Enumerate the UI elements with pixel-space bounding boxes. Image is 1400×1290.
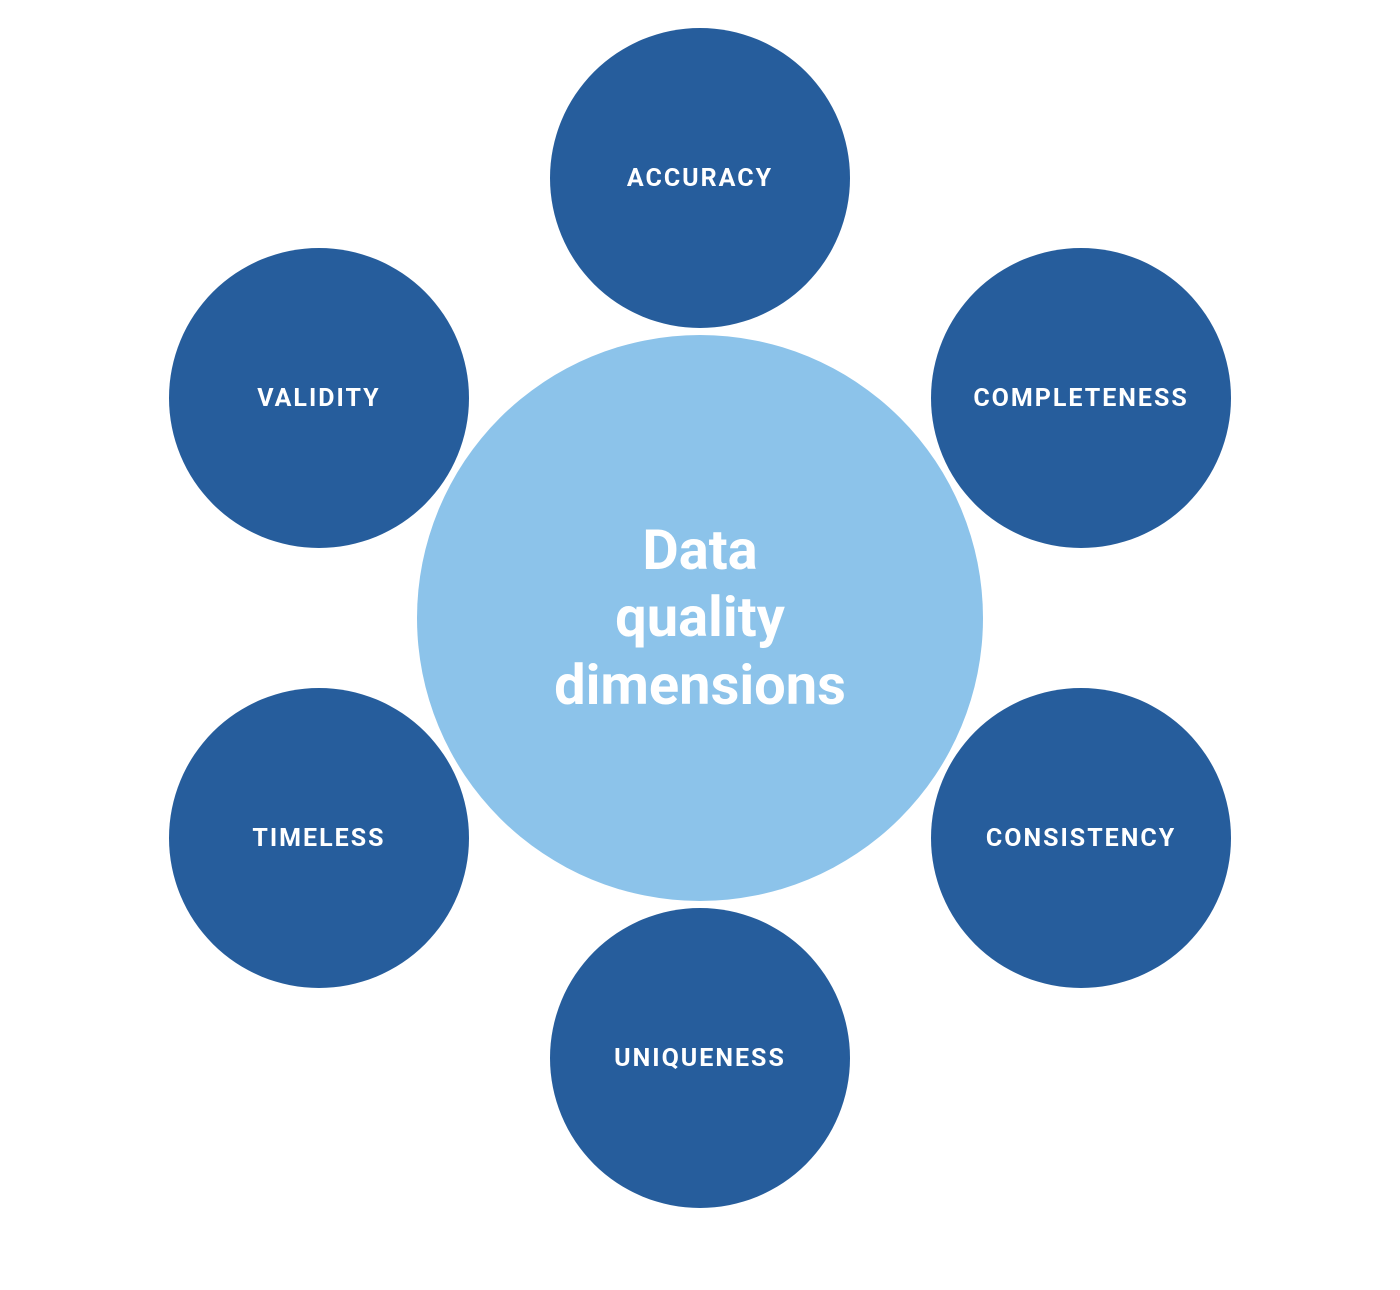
outer-node-label: VALIDITY	[257, 384, 380, 413]
outer-node-timeless: TIMELESS	[169, 688, 469, 988]
outer-node-label: UNIQUENESS	[614, 1044, 786, 1073]
outer-node-label: COMPLETENESS	[973, 384, 1188, 413]
outer-node-consistency: CONSISTENCY	[931, 688, 1231, 988]
outer-node-validity: VALIDITY	[169, 248, 469, 548]
center-label: Data quality dimensions	[554, 517, 846, 719]
center-circle: Data quality dimensions	[417, 335, 983, 901]
outer-node-uniqueness: UNIQUENESS	[550, 908, 850, 1208]
outer-node-label: TIMELESS	[252, 824, 385, 853]
outer-node-completeness: COMPLETENESS	[931, 248, 1231, 548]
outer-node-label: ACCURACY	[627, 164, 773, 193]
outer-node-accuracy: ACCURACY	[550, 28, 850, 328]
outer-node-label: CONSISTENCY	[986, 824, 1176, 853]
diagram-container: Data quality dimensions ACCURACY COMPLETE…	[0, 0, 1400, 1290]
